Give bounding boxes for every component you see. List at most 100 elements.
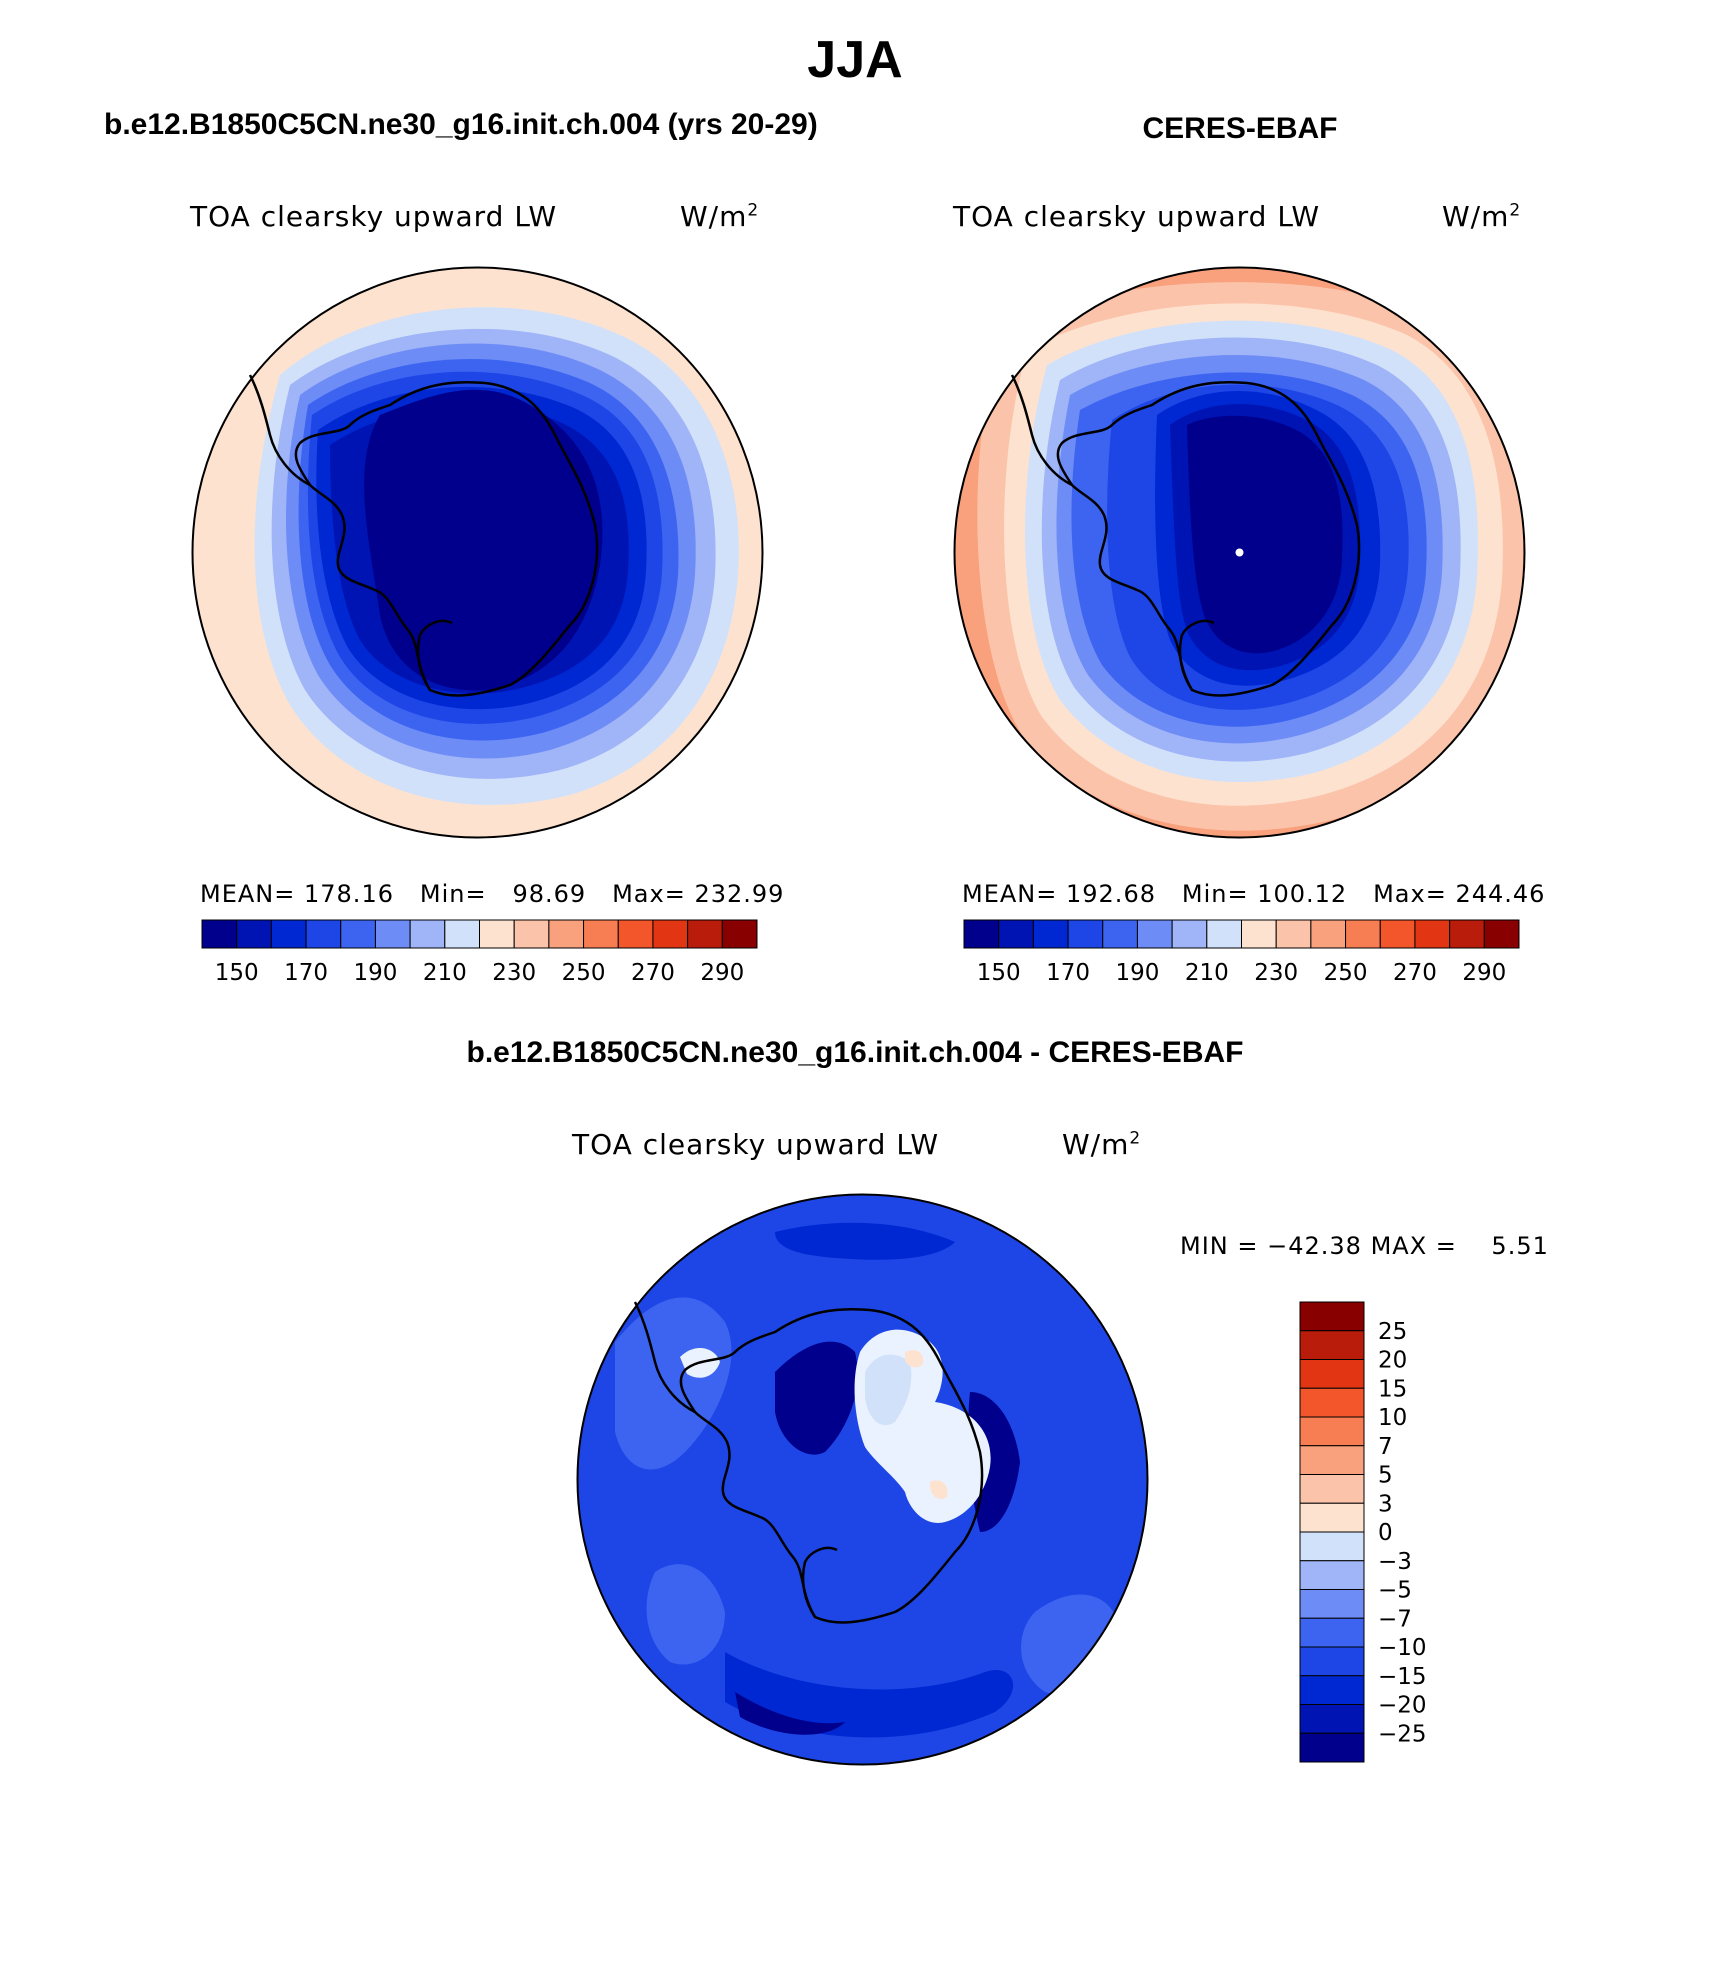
panel-1-colorbar-swatch: [444, 919, 480, 949]
panel-1-colorbar-swatch: [409, 919, 446, 949]
panel-1-stats: MEAN= 178.16 Min= 98.69 Max= 232.99: [200, 880, 785, 908]
panel-2-map-fill: [954, 267, 1525, 838]
panel-2-colorbar-swatch: [998, 919, 1034, 949]
antarctica-coastline: [1010, 374, 1361, 697]
panel-1-map: [191, 266, 764, 839]
panel-2-colorbar-swatch: [1206, 919, 1242, 949]
diff-colorbar-tick-label: 7: [1378, 1434, 1393, 1460]
diff-colorbar-tick-label: 10: [1378, 1405, 1407, 1431]
panel-2-colorbar-tick-label: 150: [977, 960, 1021, 986]
panel-1-colorbar-swatch: [305, 919, 342, 949]
diff-colorbar-swatch: [1299, 1646, 1365, 1677]
panel-1-colorbar-tick-label: 170: [284, 960, 328, 986]
panel-2-colorbar-swatch: [963, 919, 1000, 949]
panel-1-colorbar-tick-label: 270: [631, 960, 675, 986]
panel-2-colorbar-swatch: [1414, 919, 1451, 949]
diff-colorbar-tick-label: 0: [1378, 1520, 1393, 1546]
diff-colorbar-swatch: [1299, 1589, 1365, 1619]
diff-colorbar-swatch: [1299, 1301, 1365, 1332]
panel-2-colorbar-swatch: [1032, 919, 1069, 949]
panel-1-colorbar-swatch: [583, 919, 619, 949]
diff-title: b.e12.B1850C5CN.ne30_g16.init.ch.004 - C…: [466, 1036, 1244, 1069]
panel-1-colorbar-tick-label: 190: [353, 960, 397, 986]
panel-2-stats: MEAN= 192.68 Min= 100.12 Max= 244.46: [962, 880, 1546, 908]
diff-colorbar-swatch: [1299, 1704, 1365, 1734]
panel-1-title: b.e12.B1850C5CN.ne30_g16.init.ch.004 (yr…: [104, 108, 818, 141]
panel-2-colorbar-swatch: [1102, 919, 1138, 949]
panel-2-colorbar-tick-label: 210: [1185, 960, 1229, 986]
panel-2-colorbar-swatch: [1483, 919, 1520, 949]
panel-2-title: CERES-EBAF: [1142, 112, 1338, 145]
diff-colorbar-swatch: [1299, 1474, 1365, 1504]
diff-colorbar-swatch: [1299, 1531, 1365, 1562]
panel-2-colorbar-swatch: [1171, 919, 1208, 949]
panel-1-colorbar-tick-label: 250: [562, 960, 606, 986]
panel-1-colorbar-swatch: [340, 919, 376, 949]
diff-colorbar-tick-label: −25: [1378, 1721, 1427, 1747]
panel-2-colorbar-swatch: [1067, 919, 1104, 949]
panel-2-colorbar-tick-label: 250: [1324, 960, 1368, 986]
panel-1-colorbar: 150 170 190 210 230 250 270 290: [201, 919, 758, 986]
panel-1-colorbar-swatch: [201, 919, 238, 949]
panel-2-colorbar-swatch: [1241, 919, 1277, 949]
diff-colorbar-tick-label: −20: [1378, 1693, 1427, 1719]
diff-colorbar-swatch: [1299, 1445, 1365, 1475]
panel-1-colorbar-tick-label: 230: [492, 960, 536, 986]
panel-2-colorbar-tick-label: 230: [1254, 960, 1298, 986]
panel-2-colorbar: 150 170 190 210 230 250 270 290: [963, 919, 1520, 986]
panel-1-units: W/m2: [680, 200, 760, 233]
panel-1-colorbar-tick-label: 290: [700, 960, 744, 986]
panel-1-colorbar-swatch: [548, 919, 585, 949]
panel-2-colorbar-tick-label: 290: [1462, 960, 1506, 986]
diff-map: [576, 1193, 1149, 1766]
diff-colorbar-swatch: [1299, 1502, 1365, 1533]
panel-1-colorbar-swatch: [721, 919, 758, 949]
diff-colorbar-swatch: [1299, 1732, 1365, 1763]
panel-2-map-border: [953, 266, 1526, 839]
diff-colorbar-tick-label: −3: [1378, 1549, 1412, 1575]
panel-1-colorbar-swatch: [236, 919, 272, 949]
diff-colorbar-swatch: [1299, 1359, 1365, 1389]
panel-2-colorbar-swatch: [1275, 919, 1312, 949]
diff-colorbar-tick-label: 25: [1378, 1319, 1407, 1345]
diff-colorbar-tick-label: −15: [1378, 1664, 1427, 1690]
diff-colorbar-tick-label: −5: [1378, 1578, 1412, 1604]
antarctica-coastline: [248, 374, 599, 697]
panel-1-variable: TOA clearsky upward LW: [190, 200, 558, 233]
panel-2-map: [953, 266, 1526, 839]
diff-colorbar-swatch: [1299, 1617, 1365, 1648]
panel-2-colorbar-swatch: [1310, 919, 1347, 949]
panel-1-colorbar-swatch: [270, 919, 307, 949]
diff-units: W/m2: [1062, 1128, 1142, 1161]
panel-2-colorbar-swatch: [1345, 919, 1381, 949]
panel-2-units: W/m2: [1442, 200, 1522, 233]
panel-1-colorbar-swatch: [513, 919, 550, 949]
panel-2-colorbar-swatch: [1136, 919, 1173, 949]
diff-colorbar-tick-label: 3: [1378, 1491, 1393, 1517]
diff-map-border: [576, 1193, 1149, 1766]
diff-colorbar-swatch: [1299, 1560, 1365, 1590]
diff-minmax: MIN = −42.38 MAX = 5.51: [1180, 1232, 1549, 1260]
panel-2-colorbar-tick-label: 170: [1046, 960, 1090, 986]
diff-colorbar-swatch: [1299, 1330, 1365, 1360]
panel-1-colorbar-swatch: [374, 919, 411, 949]
diff-colorbar-swatch: [1299, 1387, 1365, 1418]
diff-colorbar-tick-label: 15: [1378, 1376, 1407, 1402]
diff-colorbar-tick-label: 5: [1378, 1463, 1393, 1489]
diff-colorbar-swatch: [1299, 1675, 1365, 1705]
panel-1-colorbar-swatch: [652, 919, 689, 949]
panel-1-map-fill: [192, 267, 763, 838]
panel-1-colorbar-swatch: [617, 919, 654, 949]
panel-2-colorbar-tick-label: 270: [1393, 960, 1437, 986]
panel-2-variable: TOA clearsky upward LW: [953, 200, 1321, 233]
diff-colorbar-tick-label: −7: [1378, 1606, 1412, 1632]
diff-colorbar-tick-label: −10: [1378, 1635, 1427, 1661]
panel-1-colorbar-tick-label: 150: [215, 960, 259, 986]
diff-variable: TOA clearsky upward LW: [572, 1128, 940, 1161]
pole-marker: [1235, 548, 1244, 557]
diff-map-fill: [577, 1194, 1148, 1765]
diff-colorbar-swatch: [1299, 1416, 1365, 1447]
panel-1-colorbar-swatch: [479, 919, 515, 949]
panel-1-colorbar-tick-label: 210: [423, 960, 467, 986]
